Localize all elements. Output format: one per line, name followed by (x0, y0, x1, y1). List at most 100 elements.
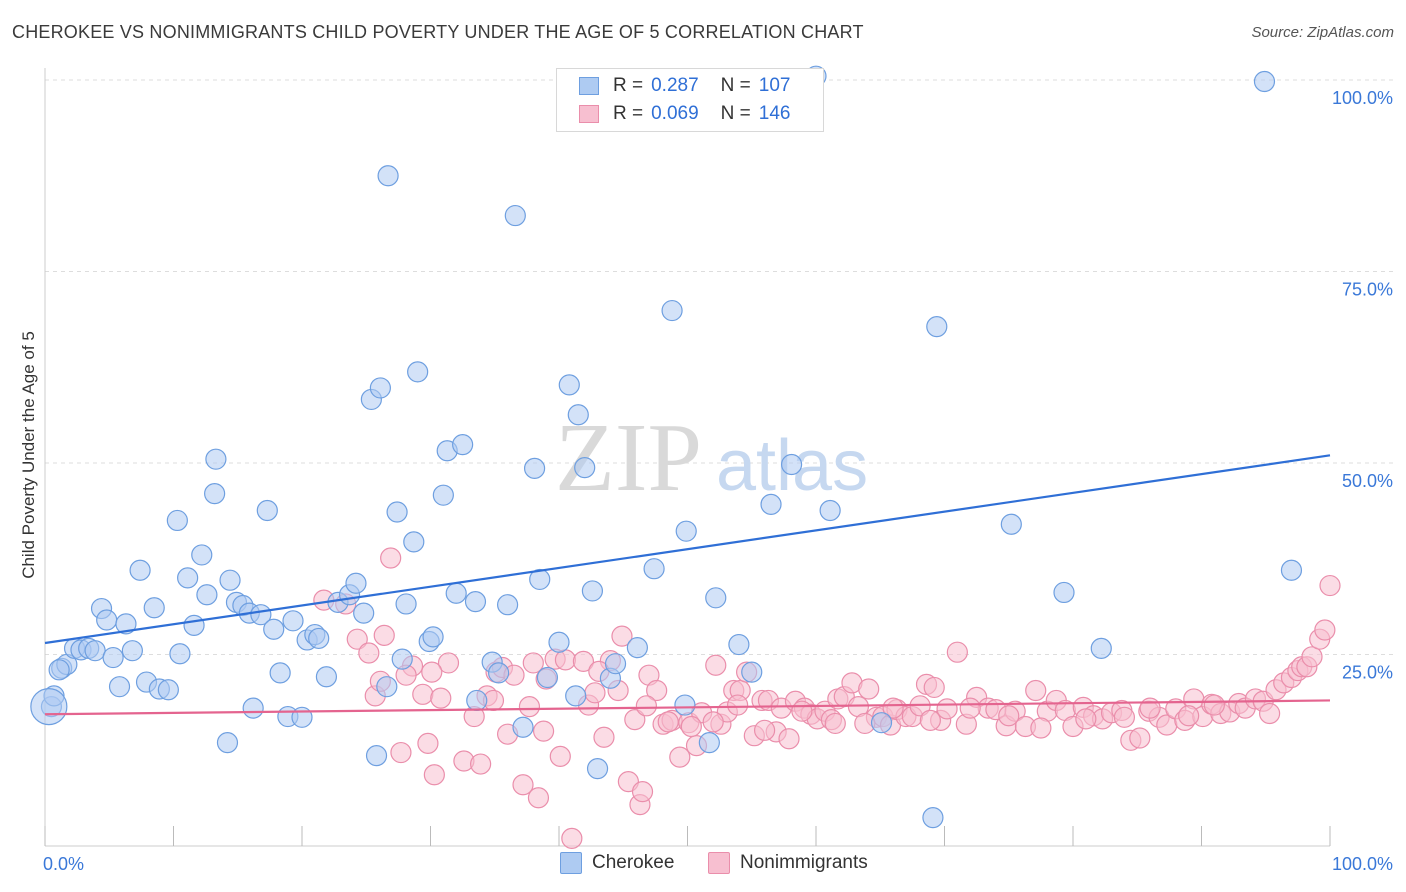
nonimmigrants-point (412, 683, 434, 705)
cherokee-point (643, 558, 665, 580)
cherokee-point (922, 807, 944, 829)
legend-row-cherokee: R = 0.287 N = 107 (579, 74, 790, 98)
nonimmigrants-point (423, 764, 445, 786)
cherokee-point (548, 631, 570, 653)
nonimmigrants-point (1301, 646, 1323, 668)
cherokee-point (143, 597, 165, 619)
cherokee-point (263, 618, 285, 640)
cherokee-point (565, 685, 587, 707)
nonimmigrants-point (1113, 706, 1136, 728)
cherokee-point (369, 377, 391, 399)
cherokee-point (512, 716, 534, 738)
nonimmigrants-point (584, 682, 606, 704)
r-value: 0.069 (651, 103, 699, 124)
nonimmigrants-point (1025, 679, 1047, 702)
gridlines (45, 79, 1393, 655)
cherokee-point (166, 509, 188, 532)
cherokee-point (219, 569, 241, 591)
nonimmigrants-point (554, 649, 577, 671)
nonimmigrants-point (1030, 717, 1052, 739)
cherokee-point (1000, 513, 1022, 535)
nonimmigrants-point (705, 654, 727, 676)
nonimmigrants-point (358, 642, 380, 664)
y-tick-label: 100.0% (1332, 88, 1393, 108)
nonimmigrants-point (437, 652, 460, 674)
cherokee-point (1280, 559, 1303, 581)
r-label: R = (613, 103, 644, 124)
cherokee-point (395, 593, 417, 615)
cherokee-point (819, 499, 841, 522)
cherokee-trend-line (44, 454, 1331, 645)
trend-lines (44, 454, 1331, 716)
nonimmigrants-point (998, 705, 1020, 727)
nonimmigrants-point (1319, 574, 1341, 597)
cherokee-point (674, 694, 696, 716)
nonimmigrants-point (532, 720, 555, 742)
nonimmigrants-point (1314, 619, 1336, 641)
nonimmigrants-point (1178, 705, 1200, 727)
cherokee-label: Cherokee (592, 852, 675, 873)
nonimmigrants-point (572, 650, 595, 672)
y-tick-label: 75.0% (1342, 280, 1393, 300)
source-label: Source: ZipAtlas.com (1251, 24, 1394, 41)
cherokee-point (1053, 581, 1075, 604)
cherokee-point (196, 584, 218, 606)
nonimmigrants-point (390, 741, 412, 764)
legend-row-nonimmigrants: R = 0.069 N = 146 (579, 102, 790, 126)
nonimmigrants-point (946, 641, 968, 663)
n-label: N = (720, 75, 751, 96)
y-tick-label: 25.0% (1342, 663, 1393, 683)
y-axis-label: Child Poverty Under the Age of 5 (19, 331, 38, 579)
cherokee-point (256, 499, 278, 522)
nonimmigrants-point (727, 694, 749, 716)
nonimmigrants-point (593, 726, 615, 748)
cherokee-point (698, 731, 720, 754)
cherokee-point (675, 520, 697, 542)
nonimmigrants-point (669, 746, 691, 768)
cherokee-point (377, 165, 399, 187)
nonimmigrants-point (936, 698, 958, 720)
chart-title: CHEROKEE VS NONIMMIGRANTS CHILD POVERTY … (12, 22, 864, 42)
nonimmigrants-point (858, 678, 880, 700)
nonimmigrants-point (611, 625, 633, 647)
cherokee-point (604, 653, 627, 675)
cherokee-point (157, 679, 179, 701)
cherokee-point (365, 745, 388, 767)
cherokee-point (308, 627, 330, 650)
x-tick-label: 100.0% (1332, 854, 1393, 874)
nonimmigrants-point (1203, 694, 1225, 716)
cherokee-point (741, 661, 763, 683)
cherokee-point (567, 404, 589, 426)
nonimmigrants-swatch (708, 852, 730, 874)
cherokee-point (30, 687, 68, 726)
cherokee-point (386, 501, 408, 523)
cherokee-point (504, 204, 526, 227)
y-tick-label: 50.0% (1342, 471, 1393, 491)
r-label: R = (613, 75, 644, 96)
cherokee-point (191, 544, 213, 566)
cherokee-point (407, 361, 429, 383)
nonimmigrants-point (702, 711, 724, 733)
nonimmigrants-point (680, 715, 702, 738)
nonimmigrants-point (373, 624, 395, 646)
nonimmigrants-point (635, 695, 657, 717)
cherokee-point (108, 676, 131, 698)
nonimmigrants-point (646, 679, 668, 702)
cherokee-point (216, 731, 239, 754)
nonimmigrants-point (518, 695, 541, 718)
cherokee-point (466, 689, 488, 712)
cherokee-point (586, 758, 609, 780)
cherokee-point (1090, 637, 1112, 659)
nonimmigrants-point (1259, 702, 1281, 725)
nonimmigrants-point (631, 781, 654, 803)
cherokee-point (282, 610, 304, 632)
cherokee-point (728, 633, 750, 656)
cherokee-point (391, 648, 413, 670)
nonimmigrants-point (791, 700, 813, 722)
cherokee-point (529, 568, 551, 591)
cherokee-point (169, 643, 191, 665)
cherokee-point (205, 448, 227, 470)
cherokee-point (780, 453, 803, 476)
cherokee-point (574, 456, 596, 479)
cherokee-point (626, 637, 648, 659)
